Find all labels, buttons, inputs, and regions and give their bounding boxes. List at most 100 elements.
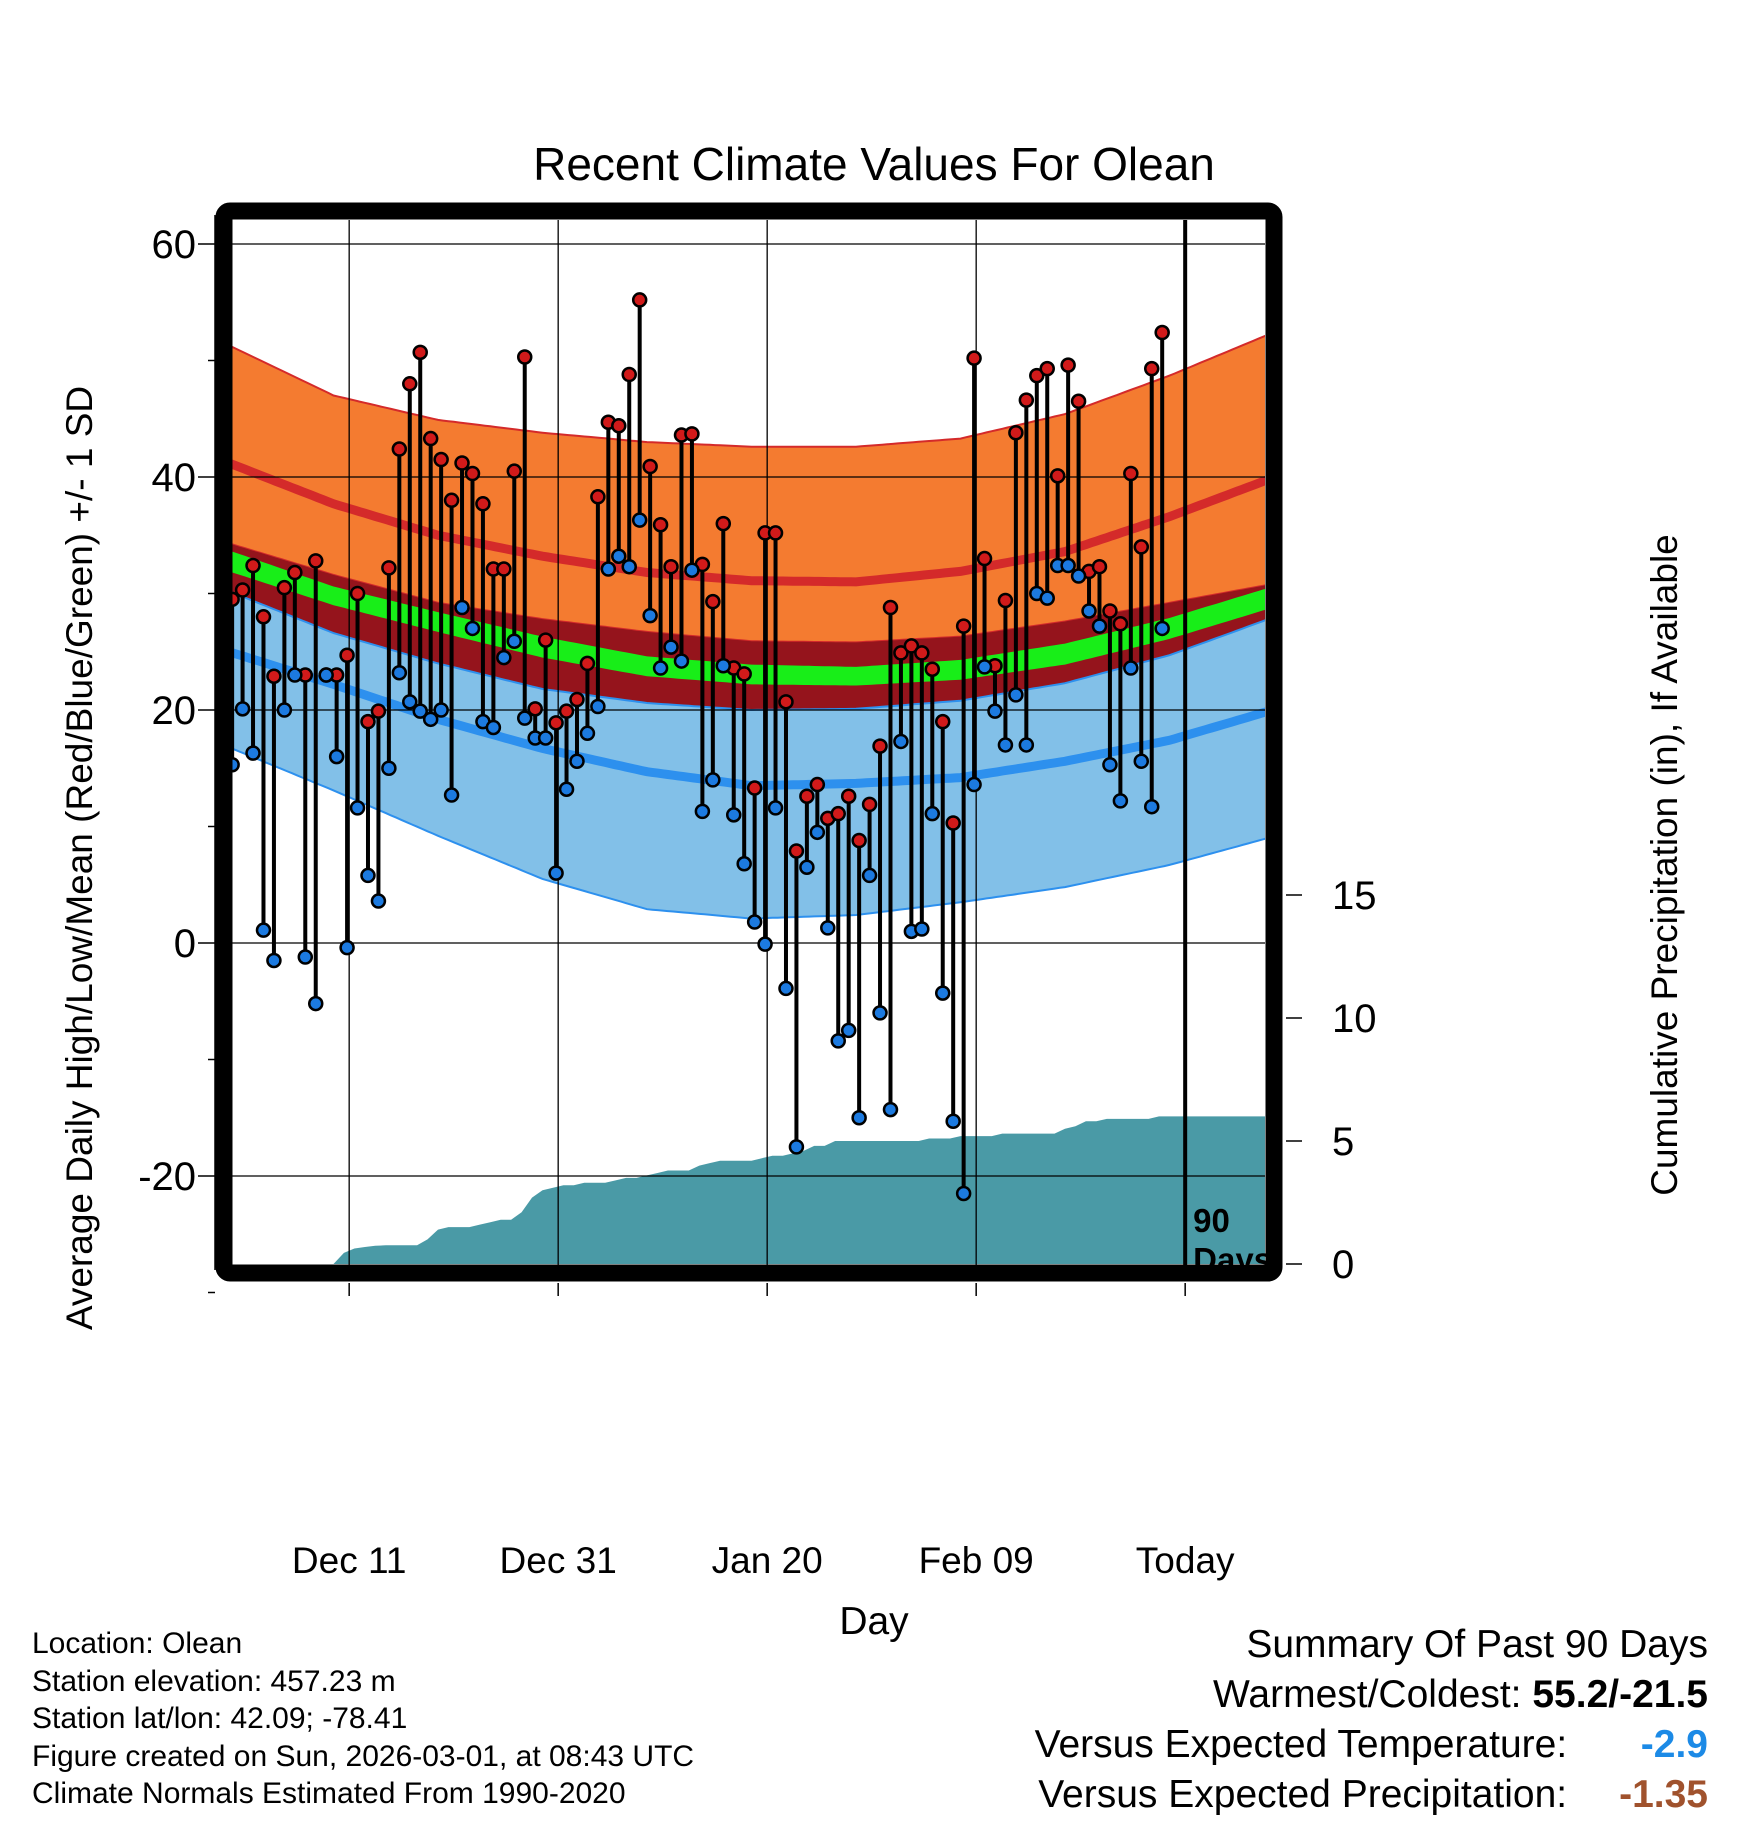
high-point	[548, 715, 564, 731]
low-point	[987, 703, 1003, 719]
high-point	[663, 558, 679, 575]
high-point	[976, 550, 993, 567]
high-point	[966, 350, 982, 366]
summary-precip-row: Versus Expected Precipitation: -1.35	[1035, 1770, 1708, 1820]
y-axis-label: Average Daily High/Low/Mean (Red/Blue/Gr…	[59, 386, 100, 1330]
high-point	[799, 788, 815, 804]
high-point	[537, 632, 554, 648]
y-tick-label: 20	[152, 689, 197, 733]
low-point	[600, 561, 617, 577]
y2-axis-label: Cumulative Precipitation (in), If Availa…	[1644, 534, 1685, 1196]
low-point	[349, 800, 366, 816]
summary-panel: Summary Of Past 90 Days Warmest/Coldest:…	[1035, 1620, 1708, 1820]
low-point	[840, 1022, 857, 1039]
low-point	[725, 807, 742, 823]
high-point	[788, 843, 805, 859]
high-point	[475, 496, 491, 512]
high-point	[276, 579, 293, 596]
low-point	[684, 562, 700, 578]
high-point	[1070, 393, 1087, 410]
high-point	[287, 564, 303, 581]
low-point	[976, 659, 993, 675]
high-point	[245, 557, 261, 574]
high-point	[516, 349, 533, 365]
high-point	[558, 703, 575, 719]
high-point	[590, 489, 606, 505]
low-point	[966, 776, 982, 793]
chart-title: Recent Climate Values For Olean	[533, 138, 1215, 190]
low-point	[788, 1139, 805, 1155]
high-point	[914, 645, 930, 661]
high-point	[997, 592, 1014, 609]
low-point	[579, 725, 596, 742]
precip-area	[232, 1116, 1265, 1264]
high-point	[1008, 424, 1024, 441]
low-point	[276, 702, 293, 718]
low-point	[934, 985, 951, 1001]
high-point	[851, 832, 867, 849]
precip-value: -1.35	[1619, 1773, 1708, 1816]
high-point	[307, 553, 324, 569]
high-point	[391, 441, 408, 457]
high-point	[339, 647, 355, 663]
summary-heading: Summary Of Past 90 Days	[1246, 1623, 1708, 1666]
low-point	[997, 737, 1014, 753]
low-point	[893, 733, 909, 750]
low-point	[955, 1185, 972, 1202]
low-point	[1154, 620, 1170, 637]
high-point	[569, 691, 585, 708]
high-point	[370, 703, 387, 719]
high-point	[1102, 603, 1118, 619]
low-point	[1133, 753, 1150, 770]
high-point	[705, 593, 721, 610]
low-point	[1070, 568, 1087, 584]
high-point	[715, 515, 732, 532]
low-point	[1143, 798, 1160, 815]
daily-range-stems	[230, 299, 1165, 1194]
low-point	[882, 1101, 899, 1118]
low-point	[663, 639, 679, 655]
low-point	[297, 949, 314, 965]
y-tick-label: 40	[152, 456, 197, 500]
high-point	[746, 780, 763, 796]
high-point	[1154, 324, 1170, 341]
high-point	[454, 455, 470, 471]
low-point	[820, 920, 836, 936]
high-point	[830, 805, 846, 822]
x-tick-label: Dec 11	[292, 1540, 407, 1581]
low-point	[454, 599, 470, 616]
low-point	[1102, 757, 1118, 773]
high-point	[642, 458, 658, 475]
precip-label: Versus Expected Precipitation:	[1038, 1773, 1568, 1816]
low-point	[266, 952, 282, 969]
low-point	[778, 980, 794, 997]
low-point	[569, 753, 585, 770]
high-point	[1133, 539, 1150, 555]
created-text: Figure created on Sun, 2026-03-01, at 08…	[32, 1739, 695, 1773]
low-point	[422, 711, 439, 728]
y2-tick-label: 5	[1332, 1120, 1354, 1164]
low-point	[809, 824, 826, 841]
low-point	[234, 701, 251, 717]
low-point	[412, 703, 428, 719]
low-point	[548, 865, 564, 881]
y2-tick-label: 15	[1332, 874, 1377, 918]
x-tick-label: Feb 09	[919, 1540, 1034, 1581]
summary-warmest-row: Warmest/Coldest: 55.2/-21.5	[1035, 1670, 1708, 1720]
high-point	[736, 666, 752, 682]
precipitation-area	[232, 1116, 1265, 1264]
high-point	[443, 492, 460, 509]
x-tick-label: Today	[1136, 1540, 1235, 1581]
plot-border	[215, 202, 1283, 1282]
summary-temp-row: Versus Expected Temperature: -2.9	[1035, 1720, 1708, 1770]
low-point	[506, 633, 523, 650]
low-point	[381, 760, 397, 776]
x-tick-label: Dec 31	[500, 1540, 617, 1581]
low-point	[631, 512, 648, 528]
low-point	[924, 805, 941, 822]
low-point	[590, 698, 606, 715]
y-tick-label: 60	[152, 223, 197, 267]
low-point	[287, 667, 303, 683]
high-point	[464, 465, 481, 482]
high-point	[778, 694, 794, 710]
